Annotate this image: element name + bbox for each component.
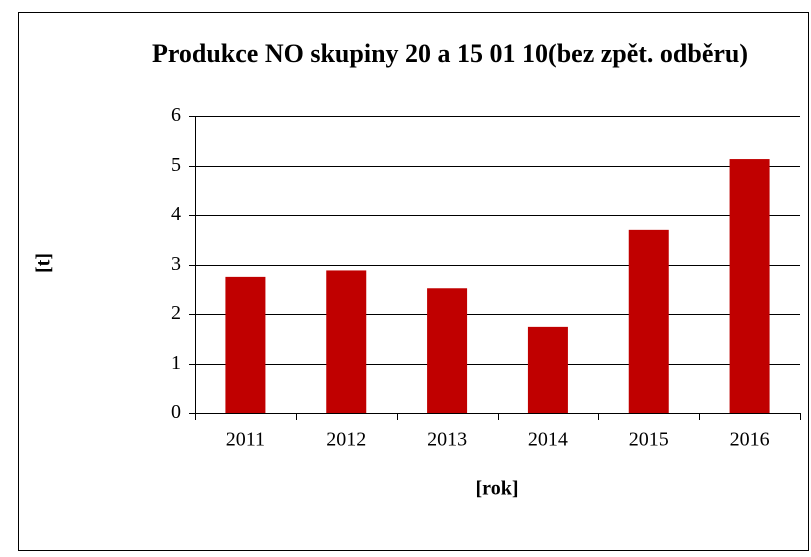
chart-title: Produkce NO skupiny 20 a 15 01 10(bez zp… [151, 39, 749, 68]
chart-border [18, 12, 809, 551]
x-tick-label: 2014 [528, 429, 568, 451]
y-tick-label: 1 [171, 352, 181, 374]
y-tick-label: 3 [171, 253, 181, 275]
x-tick-label: 2011 [226, 429, 265, 451]
bar [326, 270, 367, 413]
bar [225, 276, 266, 413]
y-tick-label: 6 [171, 104, 181, 126]
y-tick-label: 0 [171, 401, 181, 423]
y-tick-label: 2 [171, 302, 181, 324]
y-tick-label: 5 [171, 154, 181, 176]
x-tick-label: 2016 [730, 429, 770, 451]
bar [527, 326, 568, 413]
x-tick-label: 2012 [326, 429, 366, 451]
bar [427, 288, 468, 413]
bar [729, 159, 770, 413]
x-tick-label: 2013 [427, 429, 467, 451]
y-tick-label: 4 [171, 203, 181, 225]
bar [628, 229, 669, 413]
y-axis-label: [t] [33, 253, 55, 273]
x-axis-label: [rok] [476, 478, 519, 500]
x-tick-label: 2015 [629, 429, 669, 451]
